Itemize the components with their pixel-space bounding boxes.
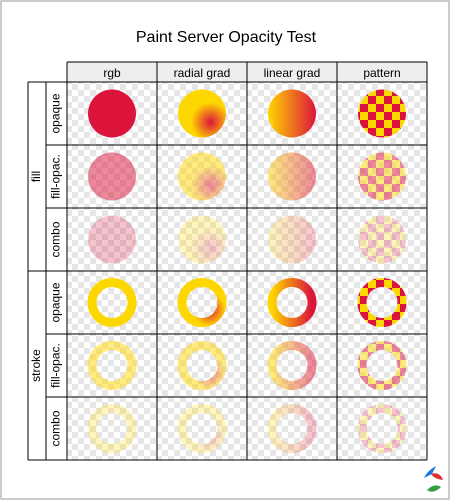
column-header-pattern: pattern xyxy=(363,66,400,80)
column-header-linear-grad: linear grad xyxy=(264,66,321,80)
row-label-fill-fill-opac-: fill-opac. xyxy=(49,154,63,199)
row-label-stroke-opaque: opaque xyxy=(49,282,63,322)
stroke-combo-radial-grad-sample xyxy=(177,404,227,453)
page-title: Paint Server Opacity Test xyxy=(136,29,317,46)
stroke-opaque-rgb-sample xyxy=(87,278,137,327)
stroke-combo-pattern-sample xyxy=(357,404,407,453)
row-label-stroke-combo: combo xyxy=(49,410,63,446)
cell-background xyxy=(67,397,157,460)
group-label-stroke: stroke xyxy=(29,349,43,382)
row-label-fill-opaque: opaque xyxy=(49,93,63,133)
row-label-stroke-fill-opac-: fill-opac. xyxy=(49,343,63,388)
fill-fill-opac--radial-grad-sample xyxy=(178,152,226,201)
stroke-opaque-linear-grad-sample xyxy=(267,278,317,327)
test-grid: rgb radial grad linear grad pattern fill opaq… xyxy=(27,61,428,461)
fill-fill-opac--pattern-sample xyxy=(358,152,406,201)
fill-combo-pattern-sample xyxy=(358,215,406,264)
fill-opaque-rgb-sample xyxy=(88,89,136,138)
column-header-rgb: rgb xyxy=(103,66,121,80)
fill-combo-rgb-sample xyxy=(88,215,136,264)
svg-logo-icon xyxy=(424,466,443,492)
stroke-fill-opac--rgb-sample xyxy=(87,341,137,390)
stroke-fill-opac--radial-grad-sample xyxy=(177,341,227,390)
stroke-fill-opac--linear-grad-sample xyxy=(267,341,317,390)
stroke-combo-linear-grad-sample xyxy=(267,404,317,453)
stroke-combo-rgb-sample xyxy=(87,404,137,453)
fill-opaque-radial-grad-sample xyxy=(178,89,226,138)
stroke-fill-opac--pattern-sample xyxy=(357,341,407,390)
fill-opaque-pattern-sample xyxy=(358,89,406,138)
cell-background xyxy=(67,208,157,271)
fill-fill-opac--rgb-sample xyxy=(88,152,136,201)
row-label-fill-combo: combo xyxy=(49,221,63,257)
fill-opaque-linear-grad-sample xyxy=(268,89,316,138)
group-label-fill: fill xyxy=(29,171,43,182)
stroke-opaque-pattern-sample xyxy=(357,278,407,327)
stroke-opaque-radial-grad-sample xyxy=(177,278,227,327)
fill-combo-radial-grad-sample xyxy=(178,215,226,264)
fill-fill-opac--linear-grad-sample xyxy=(268,152,316,201)
column-header-radial-grad: radial grad xyxy=(174,66,231,80)
fill-combo-linear-grad-sample xyxy=(268,215,316,264)
